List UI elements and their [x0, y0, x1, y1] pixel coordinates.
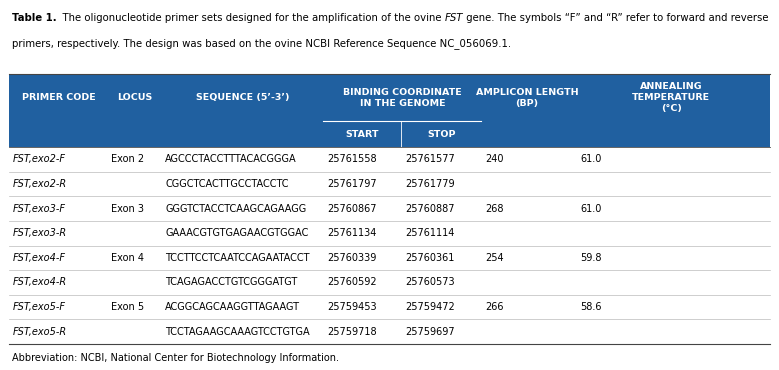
- Bar: [9, 147, 770, 172]
- Text: GAAACGTGTGAGAACGTGGAC: GAAACGTGTGAGAACGTGGAC: [165, 228, 308, 238]
- Text: START: START: [345, 130, 379, 139]
- Text: FST: FST: [445, 13, 464, 23]
- Bar: [9, 221, 770, 246]
- Text: FST,exo3-R: FST,exo3-R: [12, 228, 66, 238]
- Text: primers, respectively. The design was based on the ovine NCBI Reference Sequence: primers, respectively. The design was ba…: [12, 38, 511, 49]
- Text: 25759718: 25759718: [327, 327, 377, 337]
- Text: TCCTTCCTCAATCCAGAATACCT: TCCTTCCTCAATCCAGAATACCT: [165, 253, 309, 263]
- Text: 25761577: 25761577: [405, 154, 455, 164]
- Text: Exon 4: Exon 4: [111, 253, 143, 263]
- Text: 25761114: 25761114: [405, 228, 454, 238]
- Text: 25760573: 25760573: [405, 278, 455, 287]
- Text: 25760867: 25760867: [327, 204, 377, 213]
- Text: Table 1.: Table 1.: [12, 13, 56, 23]
- Bar: [9, 172, 770, 196]
- Text: FST,exo5-F: FST,exo5-F: [12, 302, 65, 312]
- Text: 25759472: 25759472: [405, 302, 455, 312]
- Text: FST,exo3-F: FST,exo3-F: [12, 204, 65, 213]
- Text: STOP: STOP: [427, 130, 456, 139]
- Text: 25759697: 25759697: [405, 327, 455, 337]
- Text: Exon 5: Exon 5: [111, 302, 144, 312]
- Text: 25761558: 25761558: [327, 154, 377, 164]
- Text: LOCUS: LOCUS: [117, 93, 153, 102]
- Text: The oligonucleotide primer sets designed for the amplification of the ovine: The oligonucleotide primer sets designed…: [56, 13, 445, 23]
- Text: gene. The symbols “F” and “R” refer to forward and reverse: gene. The symbols “F” and “R” refer to f…: [464, 13, 769, 23]
- Text: 240: 240: [485, 154, 504, 164]
- Text: CGGCTCACTTGCCTACCTC: CGGCTCACTTGCCTACCTC: [165, 179, 289, 189]
- Text: FST,exo5-R: FST,exo5-R: [12, 327, 66, 337]
- Text: 25760361: 25760361: [405, 253, 454, 263]
- Text: 25761134: 25761134: [327, 228, 376, 238]
- Text: PRIMER CODE: PRIMER CODE: [22, 93, 95, 102]
- Text: 25761779: 25761779: [405, 179, 455, 189]
- Text: Exon 2: Exon 2: [111, 154, 144, 164]
- Text: 58.6: 58.6: [580, 302, 602, 312]
- Text: 254: 254: [485, 253, 504, 263]
- Bar: [9, 196, 770, 221]
- Text: 25760887: 25760887: [405, 204, 455, 213]
- Text: BINDING COORDINATE
IN THE GENOME: BINDING COORDINATE IN THE GENOME: [343, 88, 462, 108]
- Text: FST,exo2-F: FST,exo2-F: [12, 154, 65, 164]
- Text: 25760339: 25760339: [327, 253, 376, 263]
- Bar: [9, 270, 770, 295]
- Text: ANNEALING
TEMPERATURE
(°C): ANNEALING TEMPERATURE (°C): [632, 82, 710, 113]
- Text: 61.0: 61.0: [580, 154, 601, 164]
- Text: SEQUENCE (5’-3’): SEQUENCE (5’-3’): [196, 93, 290, 102]
- Text: 61.0: 61.0: [580, 204, 601, 213]
- Text: FST,exo4-F: FST,exo4-F: [12, 253, 65, 263]
- Text: FST,exo4-R: FST,exo4-R: [12, 278, 66, 287]
- Text: 25759453: 25759453: [327, 302, 377, 312]
- Text: GGGTCTACCTCAAGCAGAAGG: GGGTCTACCTCAAGCAGAAGG: [165, 204, 306, 213]
- Text: 266: 266: [485, 302, 504, 312]
- Text: Exon 3: Exon 3: [111, 204, 143, 213]
- Text: TCAGAGACCTGTCGGGATGT: TCAGAGACCTGTCGGGATGT: [165, 278, 298, 287]
- Text: AMPLICON LENGTH
(BP): AMPLICON LENGTH (BP): [476, 88, 578, 108]
- Text: ACGGCAGCAAGGTTAGAAGT: ACGGCAGCAAGGTTAGAAGT: [165, 302, 300, 312]
- Text: AGCCCTACCTTTACACGGGA: AGCCCTACCTTTACACGGGA: [165, 154, 297, 164]
- Text: Abbreviation: NCBI, National Center for Biotechnology Information.: Abbreviation: NCBI, National Center for …: [12, 353, 339, 363]
- Text: 59.8: 59.8: [580, 253, 602, 263]
- Text: 268: 268: [485, 204, 504, 213]
- Bar: [9, 74, 770, 147]
- Bar: [9, 295, 770, 319]
- Bar: [9, 319, 770, 344]
- Text: 25760592: 25760592: [327, 278, 377, 287]
- Text: 25761797: 25761797: [327, 179, 377, 189]
- Bar: [9, 246, 770, 270]
- Text: FST,exo2-R: FST,exo2-R: [12, 179, 66, 189]
- Text: TCCTAGAAGCAAAGTCCTGTGA: TCCTAGAAGCAAAGTCCTGTGA: [165, 327, 310, 337]
